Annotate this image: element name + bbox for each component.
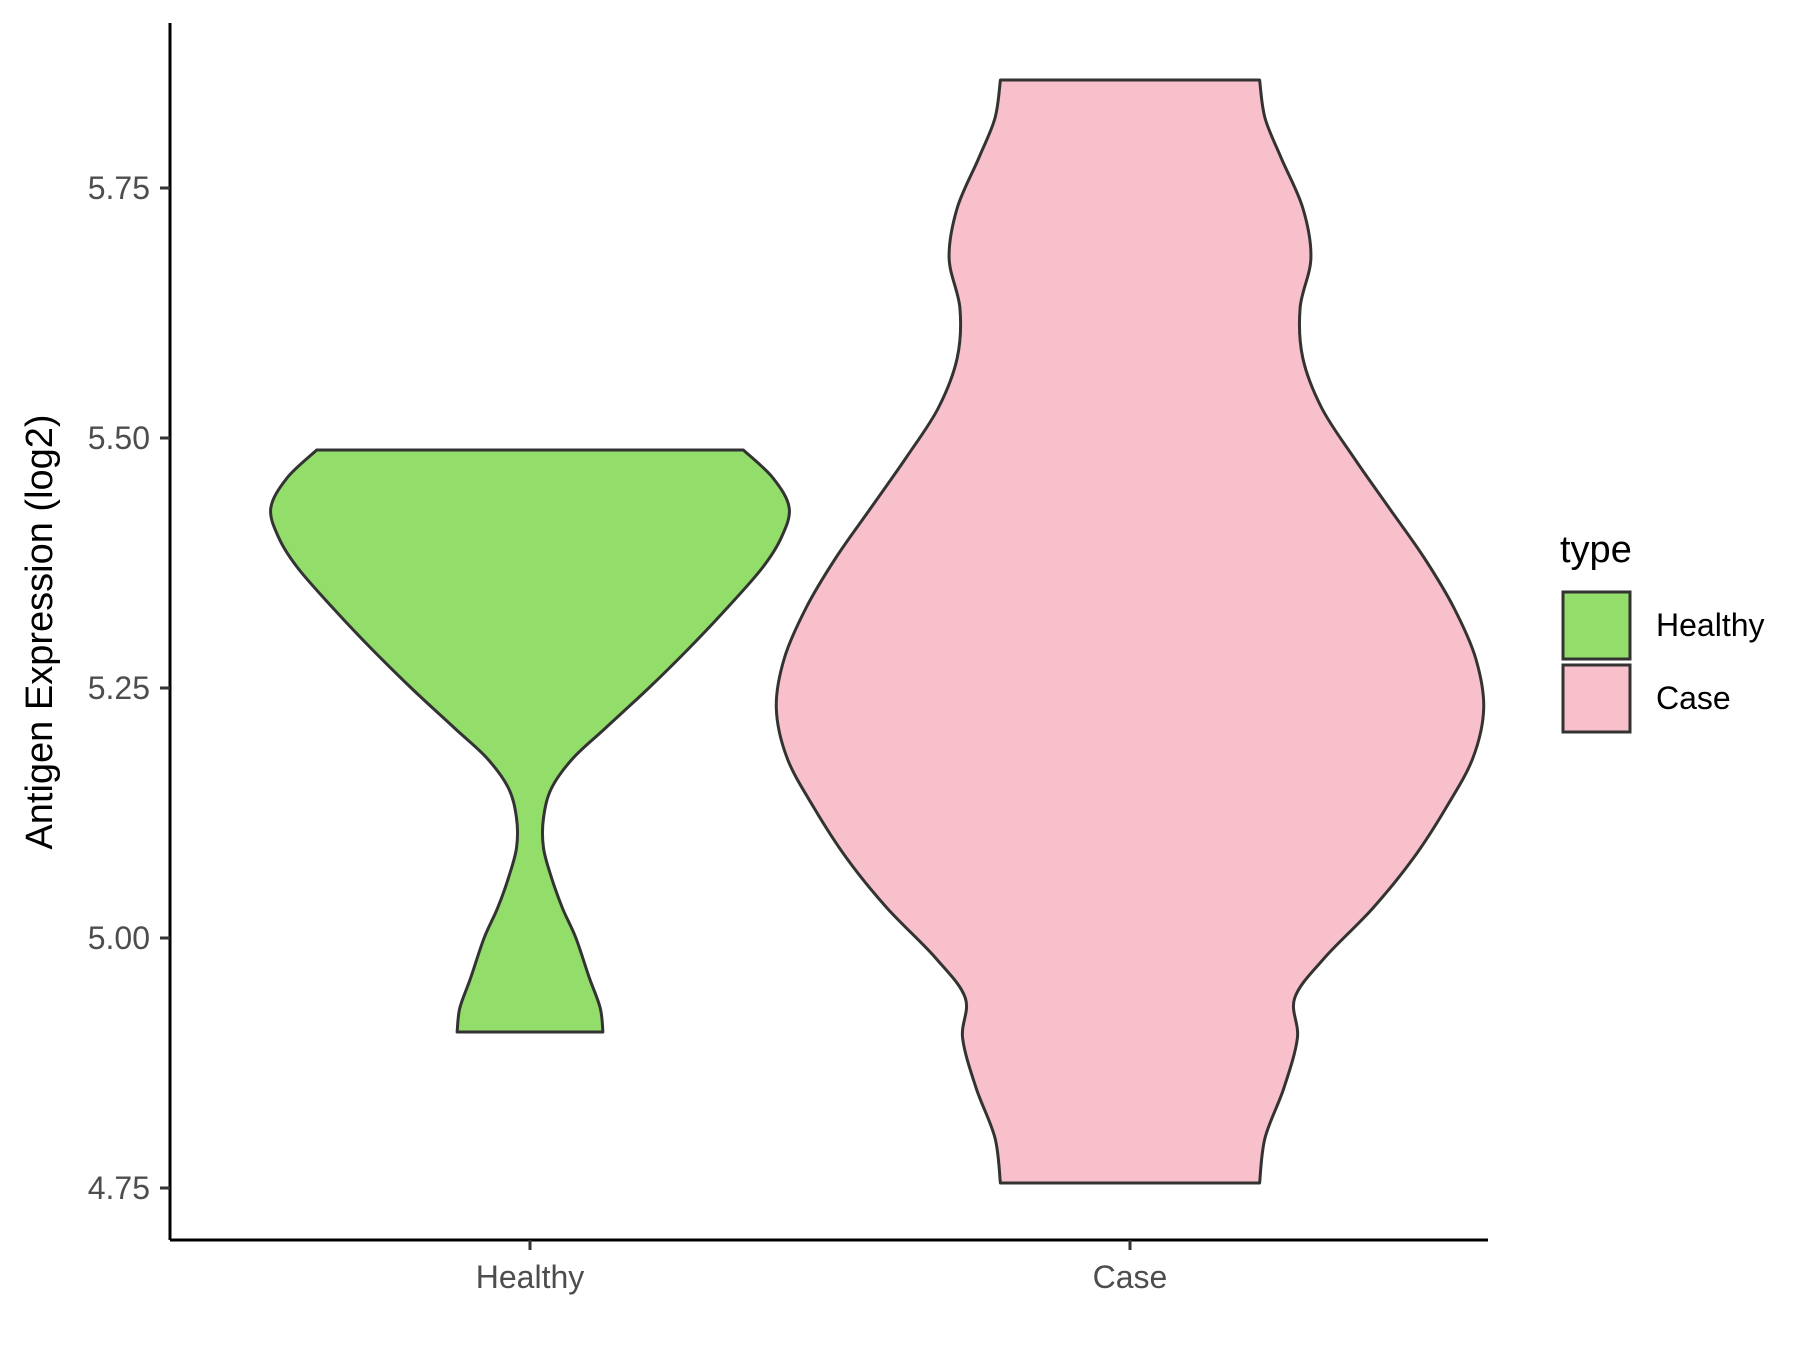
- x-tick-label: Case: [1093, 1259, 1168, 1295]
- y-axis-ticks: 4.75 5.00 5.25 5.50 5.75: [88, 170, 170, 1206]
- legend-label: Healthy: [1656, 607, 1765, 643]
- y-tick-label: 5.00: [88, 920, 150, 956]
- y-tick-label: 5.75: [88, 170, 150, 206]
- y-tick-label: 4.75: [88, 1170, 150, 1206]
- y-axis-title: Antigen Expression (log2): [19, 414, 61, 849]
- y-tick-label: 5.25: [88, 670, 150, 706]
- legend-key: [1561, 590, 1632, 661]
- x-axis-ticks: Healthy Case: [476, 1240, 1168, 1295]
- legend-title: type: [1560, 529, 1632, 571]
- legend-label: Case: [1656, 680, 1731, 716]
- legend-entries: Healthy Case: [1561, 590, 1765, 734]
- violin-case: [774, 78, 1486, 1185]
- legend: type Healthy Case: [1560, 529, 1765, 734]
- plot-area: [269, 78, 1486, 1185]
- violin-healthy: [269, 448, 791, 1034]
- x-tick-label: Healthy: [476, 1259, 585, 1295]
- y-tick-label: 5.50: [88, 420, 150, 456]
- legend-key: [1561, 663, 1632, 734]
